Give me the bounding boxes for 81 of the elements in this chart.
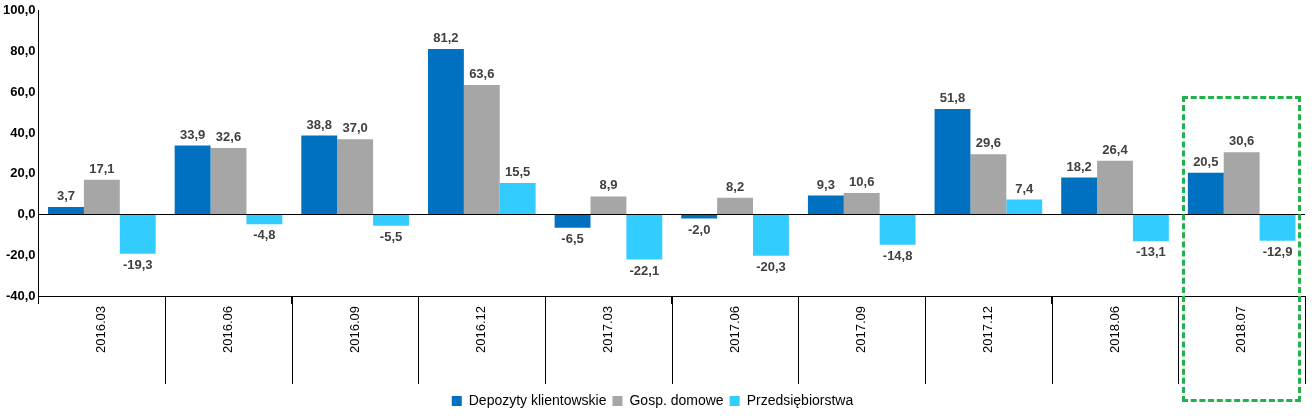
bar bbox=[753, 215, 789, 256]
data-label: 32,6 bbox=[215, 129, 242, 145]
data-label: 38,8 bbox=[306, 116, 332, 132]
bar bbox=[970, 154, 1007, 215]
bar bbox=[590, 196, 627, 215]
data-label: 18,2 bbox=[1066, 158, 1092, 174]
y-tick-label: -40,0 bbox=[5, 287, 36, 303]
bar bbox=[843, 192, 880, 215]
data-label: 29,6 bbox=[975, 135, 1002, 151]
bar bbox=[681, 215, 718, 219]
data-label: 8,2 bbox=[726, 178, 745, 194]
x-tick-label: 2016.12 bbox=[473, 306, 489, 353]
data-label: 30,6 bbox=[1229, 133, 1255, 149]
bar bbox=[463, 84, 500, 215]
bar bbox=[427, 49, 464, 215]
bar bbox=[1097, 160, 1133, 215]
bar bbox=[83, 179, 120, 215]
x-tick-label: 2017.03 bbox=[600, 306, 616, 353]
y-tick-label: 0,0 bbox=[17, 206, 36, 222]
bar bbox=[1006, 199, 1043, 215]
data-label: 63,6 bbox=[469, 66, 495, 82]
legend-label: Przedsiębiorstwa bbox=[746, 391, 854, 408]
x-tick-label: 2018.06 bbox=[1106, 306, 1122, 353]
bar bbox=[337, 139, 374, 215]
data-label: -20,3 bbox=[756, 258, 786, 274]
data-label: -14,8 bbox=[882, 247, 913, 263]
data-label: -6,5 bbox=[561, 230, 584, 246]
data-label: -2,0 bbox=[688, 221, 711, 237]
legend-label: Depozyty klientowskie bbox=[468, 391, 607, 408]
x-tick-label: 2016.03 bbox=[93, 306, 109, 353]
bar bbox=[1259, 215, 1296, 241]
bar bbox=[1187, 172, 1224, 215]
data-label: 26,4 bbox=[1102, 141, 1129, 157]
data-label: 9,3 bbox=[816, 176, 835, 192]
data-label: -19,3 bbox=[122, 256, 153, 272]
data-label: -5,5 bbox=[379, 228, 403, 244]
bar bbox=[1223, 152, 1260, 215]
y-tick-label: 60,0 bbox=[10, 83, 36, 99]
data-label: 20,5 bbox=[1193, 153, 1219, 169]
data-label: 3,7 bbox=[56, 188, 76, 204]
bar bbox=[373, 215, 409, 226]
bar bbox=[879, 215, 916, 245]
data-label: 51,8 bbox=[939, 90, 966, 106]
y-tick-label: 100,0 bbox=[2, 2, 36, 18]
bar bbox=[807, 195, 844, 215]
data-label: -12,9 bbox=[1262, 243, 1293, 259]
bar bbox=[626, 215, 663, 260]
data-label: 33,9 bbox=[179, 126, 206, 142]
bar bbox=[554, 215, 591, 228]
data-label: 10,6 bbox=[849, 174, 875, 189]
y-tick-label: 40,0 bbox=[10, 124, 36, 140]
data-label: 81,2 bbox=[433, 30, 459, 46]
data-label: 15,5 bbox=[505, 164, 531, 180]
x-tick-label: 2016.09 bbox=[346, 306, 362, 353]
bar bbox=[499, 182, 536, 215]
bar bbox=[934, 108, 971, 215]
bar bbox=[1061, 177, 1098, 215]
bar bbox=[210, 148, 247, 215]
x-tick-label: 2017.06 bbox=[726, 306, 742, 353]
x-tick-label: 2018.07 bbox=[1233, 306, 1249, 353]
bar bbox=[717, 197, 754, 215]
bar bbox=[48, 206, 84, 215]
y-tick-label: 80,0 bbox=[10, 43, 36, 59]
x-tick-label: 2016.06 bbox=[220, 306, 236, 353]
data-label: 37,0 bbox=[342, 120, 368, 136]
bar bbox=[246, 215, 283, 225]
x-tick-label: 2017.12 bbox=[979, 306, 995, 353]
data-label: 17,1 bbox=[89, 160, 115, 176]
data-label: 7,4 bbox=[1015, 180, 1035, 196]
bar bbox=[301, 135, 338, 215]
bar bbox=[1132, 215, 1169, 242]
y-tick-label: 20,0 bbox=[10, 165, 36, 181]
y-tick-label: -20,0 bbox=[5, 246, 36, 262]
x-tick-label: 2017.09 bbox=[853, 306, 869, 353]
data-label: 8,9 bbox=[599, 177, 618, 193]
data-label: -4,8 bbox=[253, 227, 276, 243]
bar bbox=[174, 145, 211, 215]
data-label: -22,1 bbox=[629, 262, 660, 278]
bar bbox=[119, 215, 156, 254]
data-label: -13,1 bbox=[1136, 244, 1166, 260]
legend-label: Gosp. domowe bbox=[629, 391, 724, 408]
